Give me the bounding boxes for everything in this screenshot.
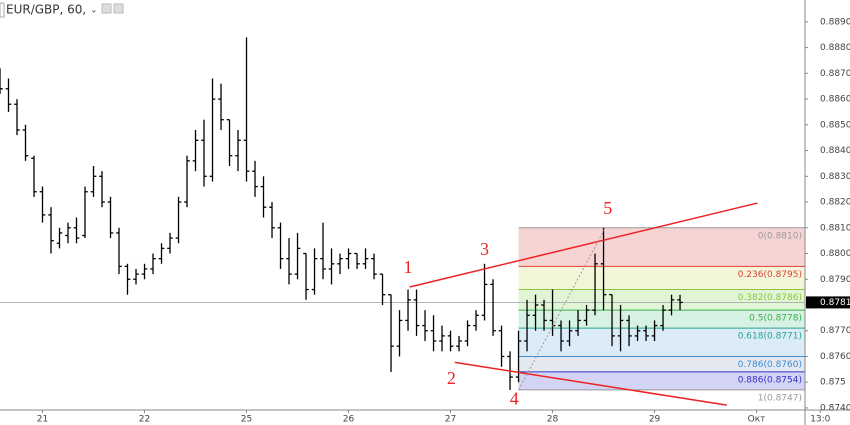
fib-label: 0.236(0.8795) (738, 270, 802, 280)
y-tick-label: 0.8760 (820, 352, 850, 362)
axes: 0.87400.8750.87600.87700.87800.87900.880… (37, 17, 850, 425)
y-tick-label: 0.8770 (820, 326, 850, 336)
x-tick-label: 21 (37, 415, 48, 425)
y-tick-label: 0.8820 (820, 198, 850, 208)
y-tick-label: 0.8740 (820, 403, 850, 413)
y-tick-label: 0.875 (820, 378, 846, 388)
fib-label: 0.618(0.8771) (738, 332, 802, 342)
y-tick-label: 0.8870 (820, 69, 850, 79)
fib-band (518, 310, 805, 329)
x-tick-label: 13:0 (810, 415, 830, 425)
plot: 0(0.8810) 0.236(0.8795) 0.382(0.8786) 0.5(0… (0, 37, 805, 408)
wave-label: 2 (447, 368, 456, 388)
y-tick-label: 0.8850 (820, 120, 850, 130)
fib-band (518, 227, 805, 267)
y-tick-label: 0.8790 (820, 275, 850, 285)
y-tick-label: 0.8800 (820, 249, 850, 259)
icon (0, 2, 5, 18)
fib-label: 0.886(0.8754) (738, 375, 802, 385)
y-tick-label: 0.8880 (820, 43, 850, 53)
fib-band (518, 289, 805, 311)
fib-band (518, 328, 805, 357)
x-tick-label: 27 (445, 415, 456, 425)
chart-title: EUR/GBP, 60, (6, 3, 86, 17)
fib-label: 0.5(0.8778) (749, 314, 802, 324)
fib-band (518, 356, 805, 372)
close-button[interactable] (113, 3, 124, 14)
wave-label: 3 (480, 239, 489, 259)
fib-label: 0.786(0.8760) (738, 360, 802, 370)
trend-line (409, 202, 758, 288)
y-tick-label: 0.8810 (820, 223, 850, 233)
fib-label: 1(0.8747) (758, 393, 802, 403)
settings-button[interactable] (101, 3, 112, 14)
fib-band (518, 371, 805, 390)
trend-line (454, 361, 727, 406)
dropdown[interactable]: ⌄ (90, 6, 98, 16)
trend-line (518, 227, 606, 391)
x-tick-label: Окт (748, 415, 766, 425)
x-tick-label: 29 (649, 415, 661, 425)
y-tick-label: 0.8840 (820, 146, 850, 156)
price-axis (805, 0, 850, 425)
time-axis (0, 410, 850, 425)
wave-label: 4 (510, 388, 519, 408)
fib-label: 0.382(0.8786) (738, 293, 802, 303)
fib-band (518, 266, 805, 290)
x-tick-label: 25 (241, 415, 252, 425)
wave-label: 1 (404, 257, 413, 277)
last-price-box (806, 296, 850, 309)
y-tick-label: 0.8830 (820, 172, 850, 182)
fib-label: 0(0.8810) (758, 231, 802, 241)
last-price-label: 0.8781 (820, 298, 850, 308)
y-tick-label: 0.8860 (820, 95, 850, 105)
y-tick-label: 0.8890 (820, 17, 850, 27)
wave-label: 5 (603, 198, 612, 218)
x-tick-label: 26 (343, 415, 355, 425)
x-tick-label: 28 (547, 415, 559, 425)
x-tick-label: 22 (139, 415, 150, 425)
